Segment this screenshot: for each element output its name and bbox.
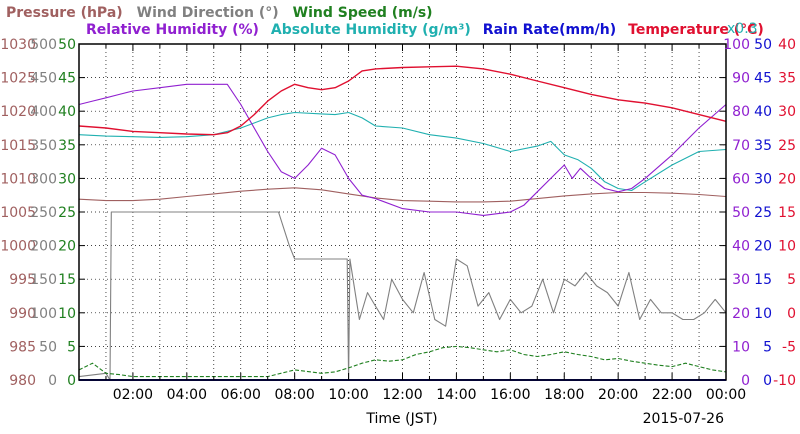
- x-tick-label: 20:00: [598, 387, 638, 403]
- rh-axis-tick: 70: [732, 138, 750, 154]
- wind_dir-axis-tick: 450: [30, 71, 57, 87]
- rain-axis-tick: 10: [754, 306, 772, 322]
- wind_dir-axis-tick: 250: [30, 205, 57, 221]
- legend-temp: Temperature (°C): [628, 22, 764, 38]
- pressure-axis-tick: 1030: [0, 37, 36, 53]
- temp-axis-tick: 30: [778, 104, 796, 120]
- x-tick-label: 08:00: [274, 387, 314, 403]
- wind_dir-axis-tick: 100: [30, 306, 57, 322]
- x-tick-label: 04:00: [167, 387, 207, 403]
- temp-axis-tick: 5: [787, 272, 796, 288]
- wind_speed-axis-tick: 45: [58, 71, 76, 87]
- wind_dir-axis-tick: 50: [39, 339, 57, 355]
- wind_dir-axis-tick: 150: [30, 272, 57, 288]
- wind_speed-axis-tick: 25: [58, 205, 76, 221]
- rain-axis-tick: 30: [754, 171, 772, 187]
- pressure-axis-tick: 990: [9, 306, 36, 322]
- pressure-axis-tick: 1000: [0, 239, 36, 255]
- rh-axis-tick: 0: [741, 373, 750, 389]
- x-tick-label: 16:00: [490, 387, 530, 403]
- wind_dir-axis-tick: 350: [30, 138, 57, 154]
- pressure-axis-tick: 980: [9, 373, 36, 389]
- wind_dir-axis-tick: 400: [30, 104, 57, 120]
- legend-wind-dir: Wind Direction (°): [137, 5, 279, 21]
- temp-axis-tick: 25: [778, 138, 796, 154]
- series-temp-line: [78, 65, 727, 136]
- wind_dir-axis-tick: 200: [30, 239, 57, 255]
- pressure-axis-tick: 1025: [0, 71, 36, 87]
- wind_speed-axis-tick: 5: [67, 339, 76, 355]
- temp-axis-tick: -10: [773, 373, 796, 389]
- legend-ah: Absolute Humidity (g/m³): [271, 22, 471, 38]
- x-axis: 02:00 04:00 06:00 08:00 10:00 12:00 14:00 16:00…: [78, 44, 746, 403]
- rh-axis-tick: 60: [732, 171, 750, 187]
- legend: Pressure (hPa) Wind Direction (°) Wind Spe…: [6, 5, 764, 38]
- legend-pressure: Pressure (hPa): [6, 5, 123, 21]
- x-tick-label: 14:00: [436, 387, 476, 403]
- rain-axis-tick: 50: [754, 37, 772, 53]
- wind_speed-axis-tick: 0: [67, 373, 76, 389]
- date-label: 2015-07-26: [643, 411, 724, 427]
- legend-wind-speed: Wind Speed (m/s): [293, 5, 433, 21]
- x-tick-label: 22:00: [652, 387, 692, 403]
- y-axes: 9809859909951000100510101015102010251030…: [0, 37, 796, 389]
- rain-axis-tick: 5: [763, 339, 772, 355]
- wind_speed-axis-tick: 50: [58, 37, 76, 53]
- wind_dir-axis-tick: 500: [30, 37, 57, 53]
- rh-axis-tick: 30: [732, 272, 750, 288]
- rh-axis-tick: 20: [732, 306, 750, 322]
- rain-axis-tick: 35: [754, 138, 772, 154]
- series-wind-speed-line: [78, 345, 727, 378]
- rh-axis-tick: 100: [723, 37, 750, 53]
- rain-axis-tick: 25: [754, 205, 772, 221]
- temp-axis-tick: -5: [782, 339, 796, 355]
- x-tick-label: 00:00: [706, 387, 746, 403]
- temp-axis-tick: 0: [787, 306, 796, 322]
- rain-axis-tick: 40: [754, 104, 772, 120]
- x-tick-label: 06:00: [221, 387, 261, 403]
- rain-scale-note: x0.3: [727, 21, 758, 37]
- pressure-axis-tick: 1010: [0, 171, 36, 187]
- x-tick-label: 18:00: [544, 387, 584, 403]
- rh-axis-tick: 40: [732, 239, 750, 255]
- rh-axis-tick: 50: [732, 205, 750, 221]
- wind_speed-axis-tick: 20: [58, 239, 76, 255]
- x-tick-label: 12:00: [382, 387, 422, 403]
- wind_speed-axis-tick: 35: [58, 138, 76, 154]
- temp-axis-tick: 10: [778, 239, 796, 255]
- legend-rh: Relative Humidity (%): [86, 22, 259, 38]
- rh-axis-tick: 80: [732, 104, 750, 120]
- rain-axis-tick: 15: [754, 272, 772, 288]
- wind_speed-axis-tick: 15: [58, 272, 76, 288]
- rain-axis-tick: 45: [754, 71, 772, 87]
- temp-axis-tick: 20: [778, 171, 796, 187]
- pressure-axis-tick: 1015: [0, 138, 36, 154]
- temp-axis-tick: 40: [778, 37, 796, 53]
- rh-axis-tick: 90: [732, 71, 750, 87]
- rh-axis-tick: 10: [732, 339, 750, 355]
- rain-axis-tick: 20: [754, 239, 772, 255]
- wind_speed-axis-tick: 30: [58, 171, 76, 187]
- x-tick-label: 02:00: [113, 387, 153, 403]
- pressure-axis-tick: 995: [9, 272, 36, 288]
- pressure-axis-tick: 1005: [0, 205, 36, 221]
- legend-rain: Rain Rate(mm/h): [483, 22, 616, 38]
- rain-axis-tick: 0: [763, 373, 772, 389]
- x-axis-label: Time (JST): [365, 411, 437, 427]
- wind_dir-axis-tick: 0: [48, 373, 57, 389]
- wind_speed-axis-tick: 40: [58, 104, 76, 120]
- series-rh-line: [78, 83, 727, 216]
- series-pressure-line: [78, 187, 727, 203]
- x-tick-label: 10:00: [328, 387, 368, 403]
- pressure-axis-tick: 985: [9, 339, 36, 355]
- pressure-axis-tick: 1020: [0, 104, 36, 120]
- wind_dir-axis-tick: 300: [30, 171, 57, 187]
- temp-axis-tick: 15: [778, 205, 796, 221]
- series-wind-dir-line: [78, 211, 727, 381]
- wind_speed-axis-tick: 10: [58, 306, 76, 322]
- temp-axis-tick: 35: [778, 71, 796, 87]
